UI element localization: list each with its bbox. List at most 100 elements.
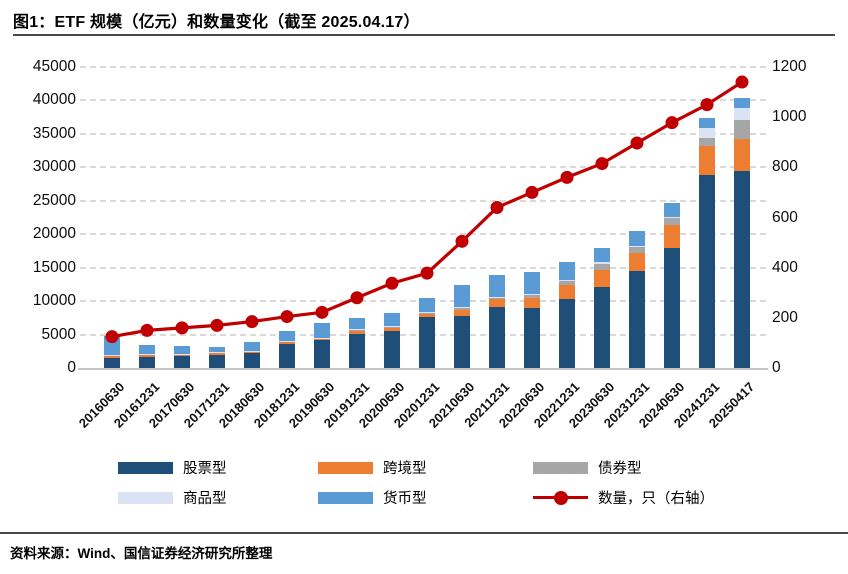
y-axis-tick-left: 35000 — [32, 124, 76, 142]
count-data-point — [490, 200, 504, 214]
legend-line-dot — [554, 490, 568, 505]
bar-segment-货币型 — [524, 271, 540, 295]
bar-segment-跨境型 — [629, 252, 645, 271]
gridline — [80, 132, 766, 135]
bar-segment-商品型 — [279, 341, 295, 342]
y-axis-tick-left: 5000 — [41, 325, 76, 343]
bar-segment-商品型 — [489, 296, 505, 298]
bar-segment-商品型 — [314, 337, 330, 339]
count-data-point — [630, 136, 644, 150]
legend-label: 跨境型 — [383, 461, 427, 477]
gridline — [80, 66, 766, 68]
bar-segment-股票型 — [279, 344, 295, 368]
bar-segment-债券型 — [384, 327, 400, 328]
bar-segment-跨境型 — [734, 139, 750, 171]
bar-segment-商品型 — [629, 245, 645, 247]
bar-segment-跨境型 — [699, 145, 715, 176]
gridline — [80, 266, 766, 269]
bar-segment-商品型 — [454, 307, 470, 309]
bar-segment-债券型 — [349, 330, 365, 332]
bar-segment-跨境型 — [384, 328, 400, 331]
bar-segment-跨境型 — [664, 224, 680, 249]
legend-swatch — [118, 461, 173, 474]
legend-label: 债券型 — [598, 461, 642, 477]
bar-segment-股票型 — [209, 354, 225, 368]
y-axis-tick-left: 40000 — [32, 91, 76, 109]
bar-segment-债券型 — [699, 138, 715, 146]
bar-segment-商品型 — [734, 108, 750, 121]
bar-segment-货币型 — [279, 330, 295, 342]
bar-segment-股票型 — [384, 330, 400, 368]
legend-label: 货币型 — [383, 491, 427, 507]
legend-item-1: 跨境型 — [318, 457, 533, 478]
bar-segment-货币型 — [174, 345, 190, 354]
bar-segment-股票型 — [244, 353, 260, 368]
bar-segment-股票型 — [489, 306, 505, 368]
bar-segment-货币型 — [699, 117, 715, 128]
gridline — [80, 99, 766, 102]
bar-segment-股票型 — [349, 333, 365, 368]
bar-segment-商品型 — [384, 326, 400, 328]
bar-segment-货币型 — [629, 230, 645, 246]
bar-segment-跨境型 — [139, 355, 155, 357]
bar-segment-跨境型 — [209, 353, 225, 355]
count-data-point — [315, 305, 329, 319]
bar-segment-股票型 — [664, 248, 680, 368]
y-axis-tick-right: 800 — [772, 158, 798, 176]
bar-segment-债券型 — [524, 294, 540, 299]
bar-segment-货币型 — [349, 318, 365, 330]
legend-swatch — [533, 461, 588, 474]
bar-segment-货币型 — [594, 248, 610, 263]
bar-segment-债券型 — [734, 120, 750, 140]
bar-segment-债券型 — [454, 308, 470, 311]
y-axis-tick-right: 0 — [772, 359, 781, 376]
bar-segment-股票型 — [594, 286, 610, 368]
y-axis-tick-left: 10000 — [32, 292, 76, 310]
bar-segment-商品型 — [559, 280, 575, 282]
legend-label: 数量，只（右轴） — [598, 491, 714, 507]
count-data-point — [385, 276, 399, 290]
bar-segment-货币型 — [384, 313, 400, 327]
bar-segment-跨境型 — [314, 338, 330, 341]
bar-segment-商品型 — [174, 353, 190, 355]
bar-segment-跨境型 — [594, 270, 610, 287]
count-data-point — [420, 266, 434, 280]
bar-segment-股票型 — [629, 270, 645, 368]
count-data-point — [560, 170, 574, 184]
bar-segment-债券型 — [594, 263, 610, 270]
bar-segment-股票型 — [699, 175, 715, 368]
x-axis-line — [78, 368, 768, 370]
bar-segment-商品型 — [699, 127, 715, 139]
bar-segment-股票型 — [139, 356, 155, 368]
legend-label: 股票型 — [183, 461, 227, 477]
figure-title: 图1：ETF 规模（亿元）和数量变化（截至 2025.04.17） — [13, 14, 420, 31]
count-data-point — [245, 315, 259, 329]
bar-segment-股票型 — [314, 340, 330, 368]
bar-segment-股票型 — [419, 317, 435, 368]
y-axis-tick-right: 400 — [772, 258, 798, 276]
count-data-point — [175, 321, 189, 335]
bar-segment-货币型 — [489, 275, 505, 297]
count-data-point — [665, 116, 679, 130]
bar-segment-商品型 — [209, 352, 225, 353]
bar-segment-货币型 — [559, 261, 575, 281]
count-data-point — [210, 318, 224, 332]
bar-segment-债券型 — [559, 281, 575, 286]
bar-segment-跨境型 — [419, 314, 435, 318]
y-axis-tick-right: 600 — [772, 208, 798, 226]
count-data-point — [140, 323, 154, 337]
bar-segment-股票型 — [559, 299, 575, 368]
bar-segment-股票型 — [174, 356, 190, 368]
legend-swatch — [118, 491, 173, 504]
bar-segment-货币型 — [139, 344, 155, 355]
count-data-point — [105, 330, 119, 344]
bar-segment-跨境型 — [174, 354, 190, 357]
etf-chart: 0 5000 10000 15000 20000 25000 30000 35000 40000… — [0, 45, 848, 457]
bar-segment-股票型 — [454, 316, 470, 368]
count-data-point — [455, 234, 469, 248]
count-data-point — [350, 291, 364, 305]
bar-segment-商品型 — [349, 329, 365, 331]
bar-segment-商品型 — [664, 216, 680, 219]
bar-segment-债券型 — [489, 297, 505, 300]
